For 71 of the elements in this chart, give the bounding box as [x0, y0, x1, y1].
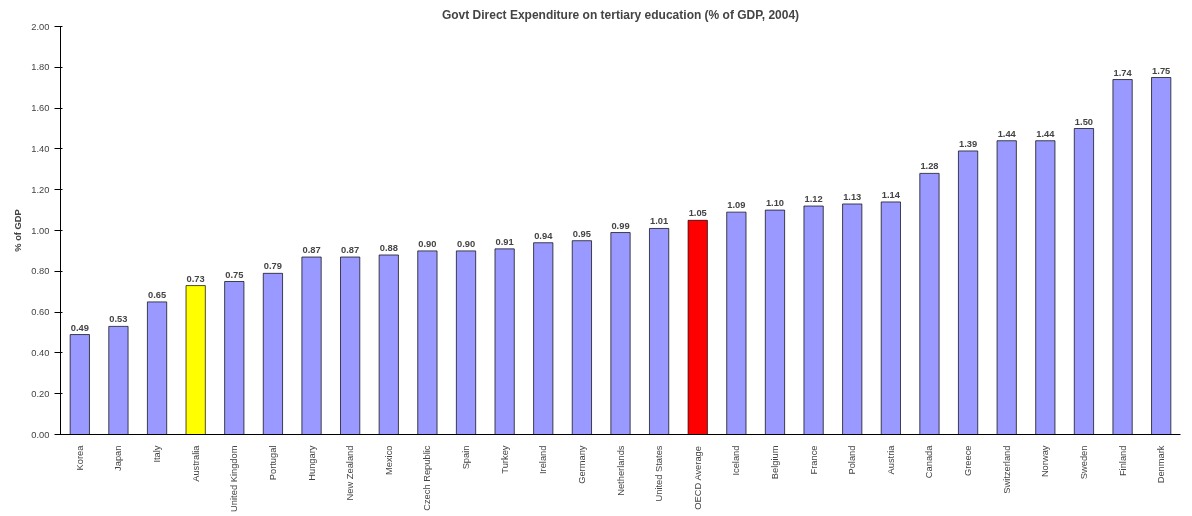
chart-title: Govt Direct Expenditure on tertiary education (% of GDP, 2004) [441, 7, 800, 22]
data-label: 0.79 [263, 261, 282, 272]
x-tick-label: Ireland [538, 445, 549, 475]
y-tick-label: 1.20 [31, 184, 50, 195]
x-tick-label: Czech Republic [422, 445, 433, 511]
data-label: 0.75 [225, 269, 244, 280]
data-label: 0.53 [109, 314, 128, 325]
x-tick-label: Belgium [769, 445, 780, 480]
x-tick-label: Norway [1040, 445, 1051, 478]
x-tick-label: OECD Average [692, 446, 703, 510]
x-tick-label: Switzerland [1001, 445, 1012, 494]
data-label: 1.01 [650, 216, 669, 227]
y-tick-label: 0.00 [31, 429, 50, 440]
x-tick-label: France [808, 445, 819, 475]
x-tick-label: Netherlands [615, 445, 626, 496]
x-tick-label: Greece [963, 445, 974, 477]
data-label: 0.65 [147, 289, 167, 300]
data-label: 0.95 [572, 228, 591, 239]
x-tick-label: New Zealand [345, 445, 356, 501]
data-label: 1.74 [1113, 67, 1133, 78]
data-label: 1.44 [1036, 128, 1056, 139]
x-tick-label: Australia [190, 444, 201, 482]
y-tick-label: 0.20 [31, 388, 50, 399]
x-tick-label: Germany [576, 445, 587, 484]
x-tick-label: Korea [74, 444, 85, 471]
data-label: 1.05 [688, 208, 707, 219]
x-tick-label: Finland [1117, 445, 1128, 477]
y-tick-label: 1.40 [31, 143, 50, 154]
data-label: 0.90 [456, 238, 476, 249]
x-tick-label: Iceland [731, 445, 742, 476]
data-label: 0.88 [379, 242, 398, 253]
x-tick-label: Denmark [1156, 445, 1167, 484]
x-tick-label: Austria [885, 444, 896, 475]
data-label: 1.12 [804, 194, 823, 205]
y-tick-label: 1.80 [31, 62, 50, 73]
data-label: 0.94 [534, 230, 554, 241]
y-tick-label: 0.80 [31, 266, 50, 277]
data-label: 0.91 [495, 236, 514, 247]
data-label: 1.39 [959, 138, 978, 149]
data-label: 0.49 [70, 322, 89, 333]
y-axis-title: % of GDP [13, 209, 24, 252]
data-label: 0.99 [611, 220, 630, 231]
x-tick-label: Mexico [383, 445, 394, 476]
data-label: 1.75 [1152, 65, 1171, 76]
data-label: 1.50 [1074, 116, 1094, 127]
y-tick-label: 1.00 [31, 225, 50, 236]
x-tick-label: United States [654, 445, 665, 502]
data-label: 0.87 [341, 245, 360, 256]
x-tick-label: Spain [461, 445, 472, 470]
y-tick-label: 0.40 [31, 347, 50, 358]
data-label: 0.87 [302, 245, 321, 256]
y-tick-label: 0.60 [31, 307, 50, 318]
data-label: 1.09 [727, 200, 746, 211]
x-tick-label: Japan [113, 445, 124, 471]
data-label: 1.28 [920, 161, 939, 172]
y-tick-label: 2.00 [31, 21, 50, 32]
x-tick-label: Poland [847, 445, 858, 475]
data-label: 0.90 [418, 238, 437, 249]
x-tick-label: United Kingdom [229, 445, 240, 512]
y-tick-label: 1.60 [31, 103, 50, 114]
x-tick-label: Hungary [306, 445, 317, 481]
data-label: 0.73 [186, 273, 205, 284]
x-tick-label: Italy [152, 445, 163, 463]
data-label: 1.14 [881, 189, 901, 200]
x-tick-label: Turkey [499, 445, 510, 474]
x-tick-label: Sweden [1078, 445, 1089, 480]
data-label: 1.13 [843, 191, 862, 202]
data-label: 1.10 [765, 198, 785, 209]
x-tick-label: Portugal [267, 445, 278, 481]
x-tick-label: Canada [924, 444, 935, 479]
data-label: 1.44 [997, 128, 1017, 139]
